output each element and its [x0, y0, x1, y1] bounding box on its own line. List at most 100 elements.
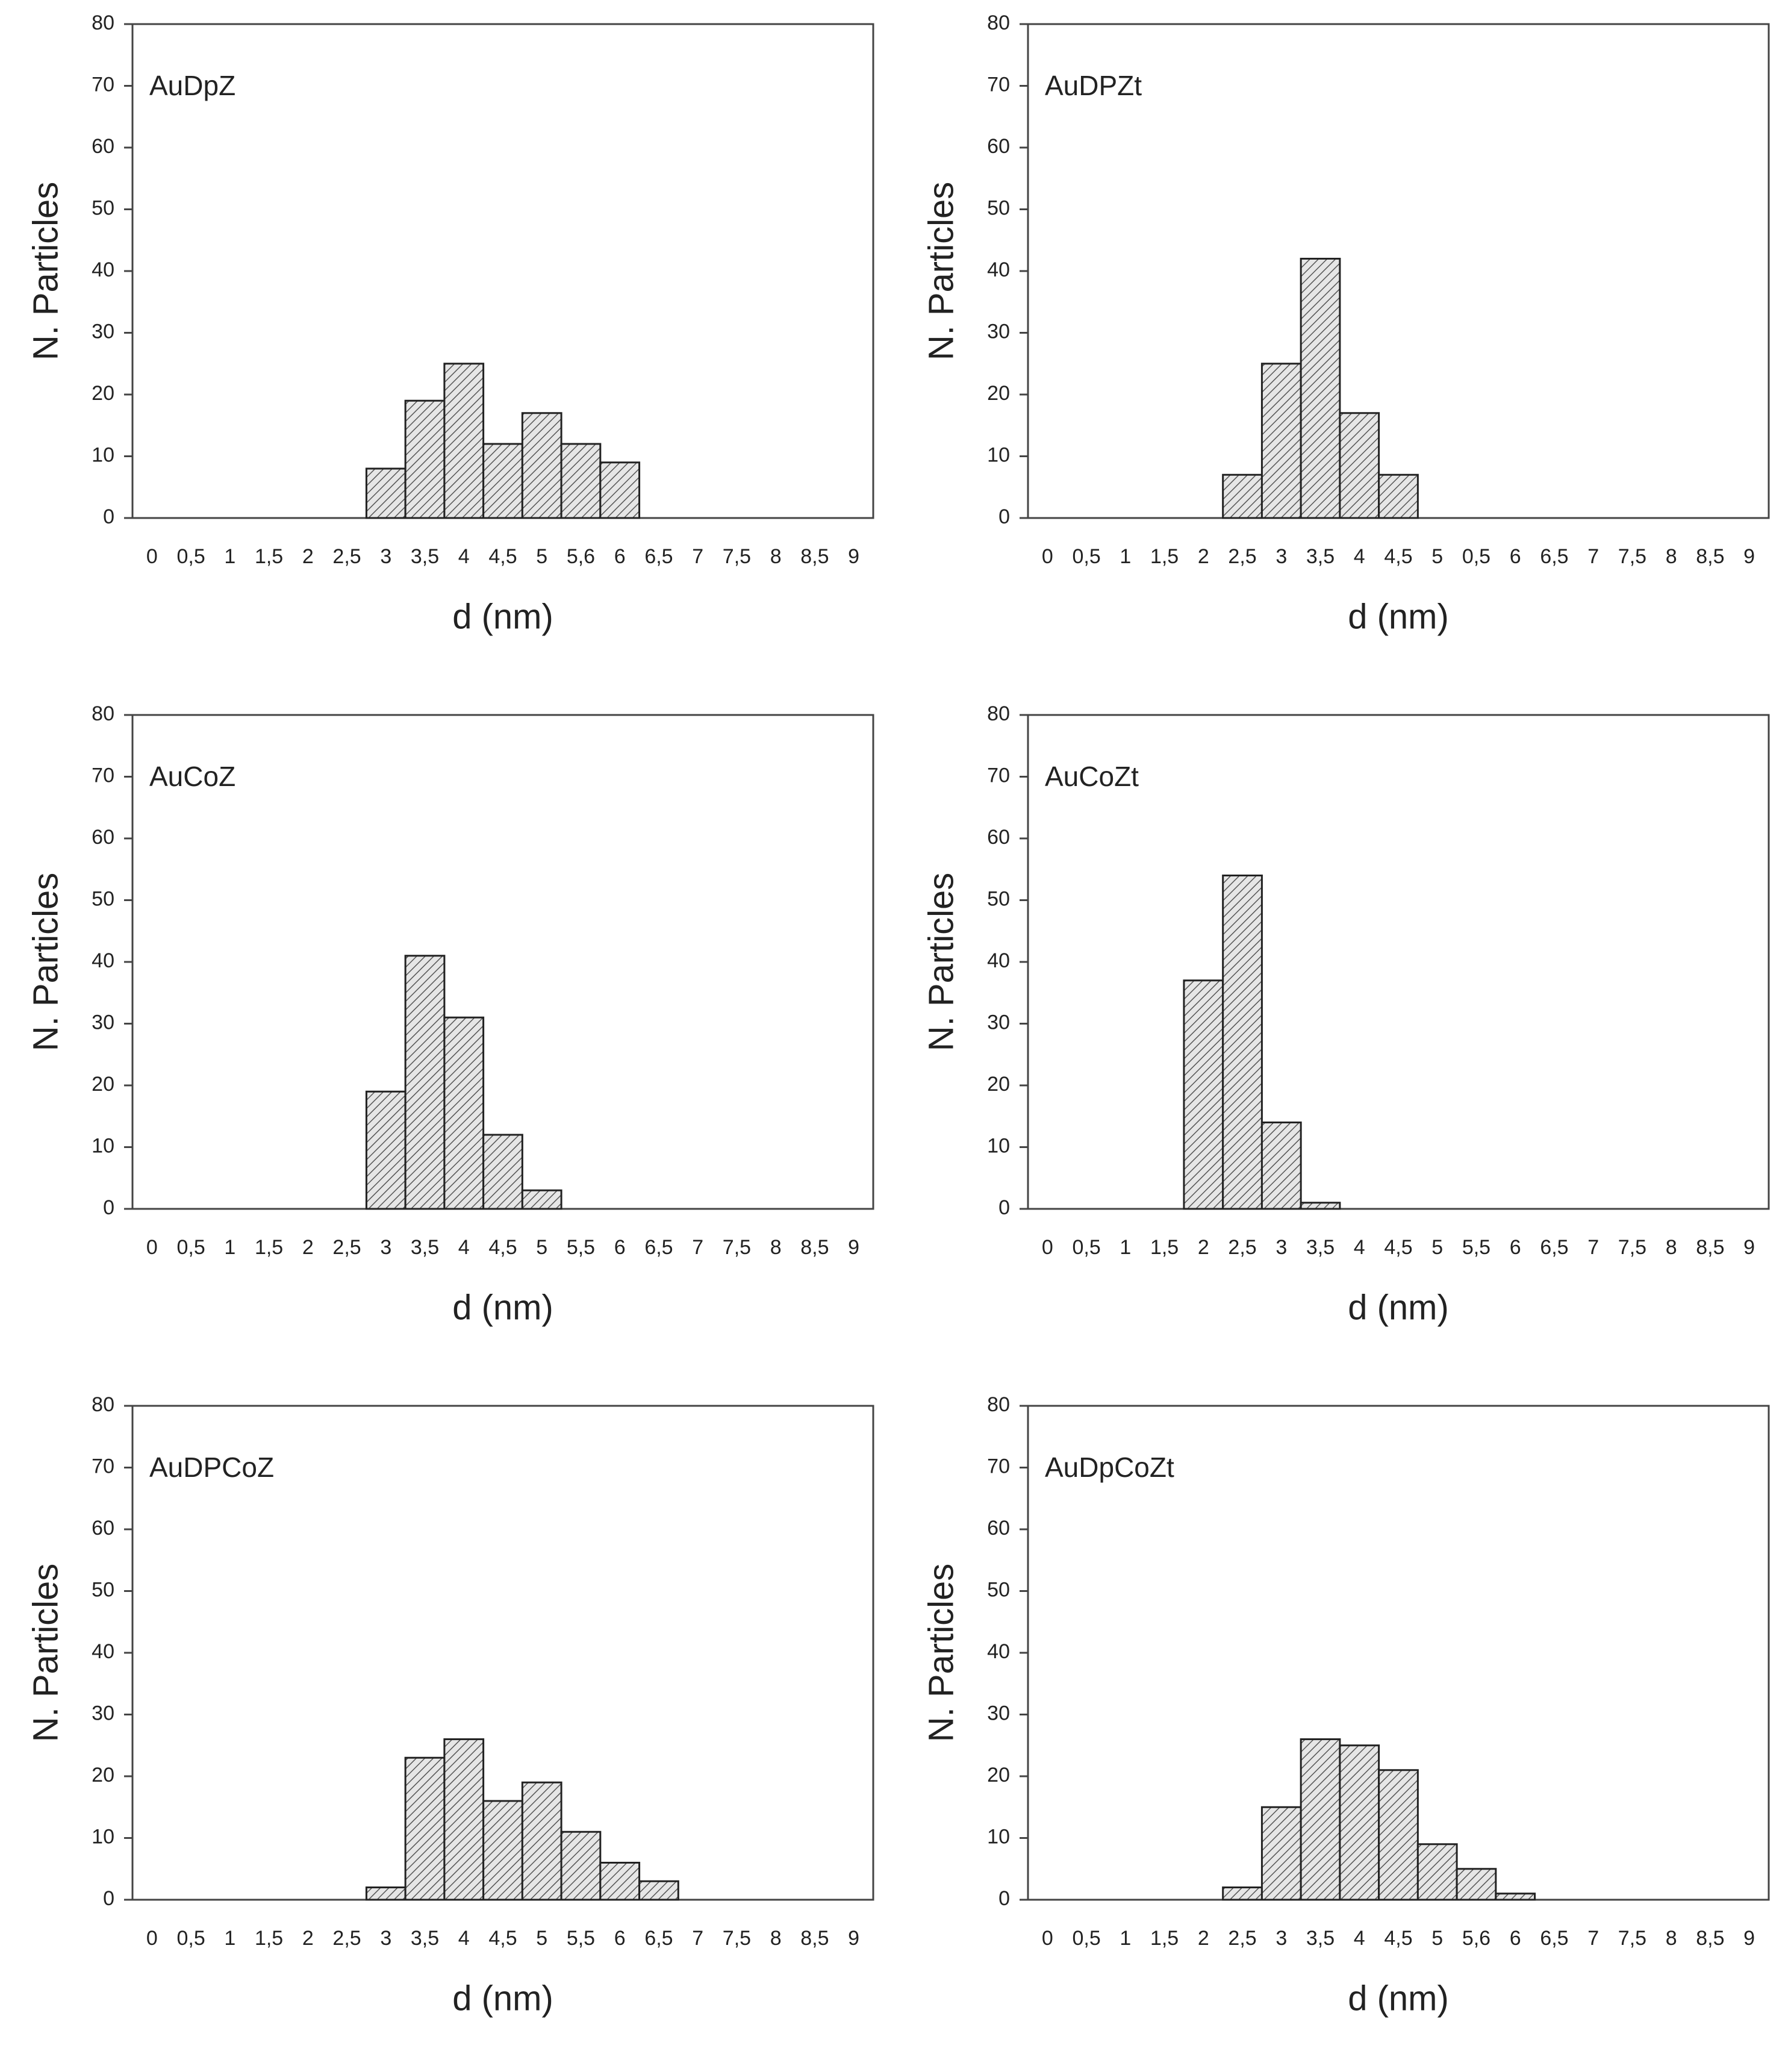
y-tick-label: 40 — [987, 1640, 1010, 1663]
y-tick-label: 60 — [92, 135, 114, 158]
bar — [404, 955, 446, 1210]
chart-panel: 0 10 20 30 40 50 60 70 80 0 0,5 1 1,5 2 2,5 3 3,5 4 4,5 5 5,… — [921, 702, 1770, 1327]
bar — [1300, 1202, 1341, 1210]
x-tick-label: 1 — [224, 1927, 235, 1950]
x-tick-label: 4,5 — [488, 1236, 517, 1259]
y-axis-label: N. Particles — [26, 873, 65, 1052]
y-tick-label: 50 — [92, 887, 114, 910]
plot-frame — [1027, 714, 1770, 1210]
x-tick-label: 5 — [536, 1927, 547, 1950]
x-tick-label: 6,5 — [644, 545, 673, 568]
x-tick-label: 4 — [458, 1236, 470, 1259]
bar — [482, 1800, 523, 1901]
bar — [1260, 363, 1302, 519]
x-tick-label: 1 — [1120, 1236, 1131, 1259]
x-tick-label: 1 — [224, 545, 235, 568]
x-tick-label: 8 — [1666, 1236, 1677, 1259]
x-tick-label: 9 — [1743, 1927, 1755, 1950]
x-tick-label: 0 — [1042, 1236, 1053, 1259]
x-tick-label: 1,5 — [255, 1927, 283, 1950]
x-tick-label: 8 — [770, 1927, 782, 1950]
x-tick-label: 9 — [1743, 545, 1755, 568]
x-tick-label: 6 — [1510, 545, 1521, 568]
bar — [1339, 412, 1380, 519]
y-tick-label: 0 — [103, 505, 114, 528]
bar — [560, 1830, 602, 1901]
bar — [482, 1134, 523, 1210]
chart-panel: 0 10 20 30 40 50 60 70 80 0 0,5 1 1,5 2 2,5 3 3,5 4 4,5 5 5,… — [26, 1393, 874, 2018]
bar — [638, 1880, 679, 1901]
x-tick-label: 4,5 — [1384, 1236, 1412, 1259]
x-tick-label: 4,5 — [488, 545, 517, 568]
x-tick-label: 0,5 — [1072, 545, 1100, 568]
x-tick-label: 6,5 — [1540, 545, 1568, 568]
x-tick-label: 0 — [146, 1236, 158, 1259]
x-tick-label: 0 — [146, 545, 158, 568]
y-tick-label: 70 — [987, 764, 1010, 787]
y-tick-label: 70 — [987, 1455, 1010, 1478]
x-tick-label: 2 — [1198, 1236, 1209, 1259]
x-tick-label: 6 — [614, 545, 626, 568]
x-axis-label: d (nm) — [1348, 597, 1449, 636]
x-tick-label: 3,5 — [1306, 1927, 1335, 1950]
x-tick-label: 5,6 — [567, 545, 595, 568]
y-tick-label: 80 — [92, 702, 114, 725]
chart-panel: 0 10 20 30 40 50 60 70 80 0 0,5 1 1,5 2 2,5 3 3,5 4 4,5 5 5,… — [26, 11, 874, 636]
x-tick-label: 2,5 — [1228, 545, 1256, 568]
x-tick-label: 1,5 — [1150, 1927, 1179, 1950]
x-tick-label: 3,5 — [1306, 1236, 1335, 1259]
x-tick-label: 5 — [1431, 1236, 1443, 1259]
x-tick-label: 5 — [1431, 545, 1443, 568]
x-tick-label: 8,5 — [800, 1236, 829, 1259]
y-tick-label: 40 — [987, 949, 1010, 972]
x-tick-label: 7 — [692, 545, 703, 568]
x-tick-label: 0,5 — [176, 1927, 205, 1950]
y-tick-label: 50 — [92, 1578, 114, 1601]
y-axis-label: N. Particles — [26, 182, 65, 361]
x-tick-label: 4 — [1354, 1236, 1365, 1259]
y-tick-label: 70 — [92, 1455, 114, 1478]
y-tick-label: 30 — [92, 1011, 114, 1034]
x-tick-label: 2 — [1198, 1927, 1209, 1950]
x-tick-label: 4 — [458, 1927, 470, 1950]
bar — [1416, 1843, 1458, 1901]
y-tick-label: 10 — [92, 1825, 114, 1848]
x-tick-label: 5,6 — [1462, 1927, 1490, 1950]
y-tick-label: 80 — [987, 11, 1010, 34]
x-tick-label: 3,5 — [411, 545, 439, 568]
bar — [1456, 1868, 1497, 1901]
y-tick-label: 70 — [92, 764, 114, 787]
bar — [1260, 1122, 1302, 1210]
x-tick-label: 2,5 — [332, 545, 361, 568]
y-tick-label: 80 — [92, 11, 114, 34]
x-tick-label: 0 — [1042, 1927, 1053, 1950]
x-tick-label: 6,5 — [644, 1236, 673, 1259]
y-tick-label: 30 — [987, 1702, 1010, 1724]
x-tick-label: 6 — [614, 1236, 626, 1259]
bar — [521, 412, 562, 519]
y-tick-label: 60 — [987, 826, 1010, 849]
x-tick-label: 0,5 — [176, 545, 205, 568]
x-tick-label: 0,5 — [176, 1236, 205, 1259]
x-tick-label: 5,5 — [567, 1927, 595, 1950]
x-tick-label: 9 — [848, 1236, 859, 1259]
bar — [1300, 1738, 1341, 1901]
x-tick-label: 1,5 — [255, 545, 283, 568]
x-tick-label: 4 — [1354, 545, 1365, 568]
y-axis-label: N. Particles — [26, 1564, 65, 1743]
y-tick-label: 30 — [987, 1011, 1010, 1034]
chart-panel: 0 10 20 30 40 50 60 70 80 0 0,5 1 1,5 2 2,5 3 3,5 4 4,5 5 5,… — [921, 1393, 1770, 2018]
x-tick-label: 8,5 — [1696, 1236, 1724, 1259]
y-tick-label: 30 — [92, 1702, 114, 1724]
x-tick-label: 3,5 — [1306, 545, 1335, 568]
bar — [443, 363, 485, 519]
y-tick-label: 50 — [987, 196, 1010, 219]
x-tick-label: 9 — [1743, 1236, 1755, 1259]
x-tick-label: 0,5 — [1072, 1236, 1100, 1259]
x-axis-label: d (nm) — [1348, 1979, 1449, 2018]
x-tick-label: 7,5 — [1618, 1236, 1646, 1259]
x-tick-label: 5 — [536, 1236, 547, 1259]
y-tick-label: 50 — [987, 1578, 1010, 1601]
x-tick-label: 0 — [1042, 545, 1053, 568]
